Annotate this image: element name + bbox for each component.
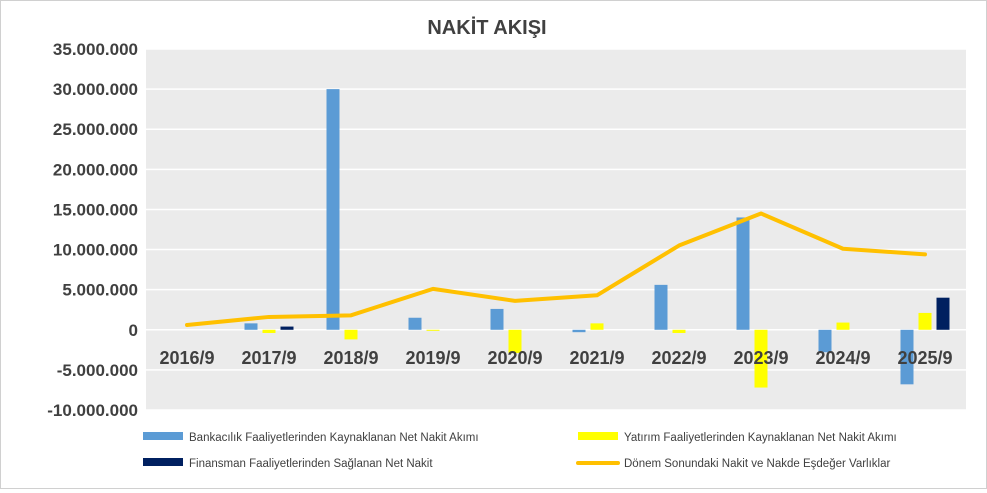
x-tick-label: 2025/9 (897, 348, 952, 368)
bar (508, 329, 522, 354)
legend: Bankacılık Faaliyetlerinden Kaynaklanan … (143, 432, 897, 470)
legend-swatch (578, 432, 618, 440)
bar (900, 329, 914, 385)
bar (818, 329, 832, 353)
bar (280, 326, 294, 330)
x-tick-label: 2016/9 (159, 348, 214, 368)
bar (408, 317, 422, 330)
x-tick-label: 2022/9 (651, 348, 706, 368)
legend-label: Dönem Sonundaki Nakit ve Nakde Eşdeğer V… (624, 458, 891, 470)
legend-label: Finansman Faaliyetlerinden Sağlanan Net … (189, 458, 433, 470)
bar (490, 308, 504, 330)
x-tick-label: 2018/9 (323, 348, 378, 368)
y-tick-label: 25.000.000 (53, 120, 138, 139)
legend-swatch (143, 458, 183, 466)
legend-swatch (143, 432, 183, 440)
chart-title: NAKİT AKIŞI (427, 16, 546, 39)
x-tick-label: 2024/9 (815, 348, 870, 368)
x-tick-label: 2021/9 (569, 348, 624, 368)
bar (344, 329, 358, 340)
bar (590, 323, 604, 330)
x-tick-label: 2023/9 (733, 348, 788, 368)
line-series (185, 211, 927, 327)
y-tick-label: 10.000.000 (53, 241, 138, 260)
x-tick-label: 2019/9 (405, 348, 460, 368)
bar (754, 329, 768, 388)
bar (426, 329, 440, 331)
x-tick-label: 2017/9 (241, 348, 296, 368)
y-tick-label: 20.000.000 (53, 160, 138, 179)
y-tick-label: 15.000.000 (53, 200, 138, 219)
bar (672, 329, 686, 333)
y-tick-label: 30.000.000 (53, 80, 138, 99)
bar (244, 323, 258, 330)
bar (736, 217, 750, 330)
x-axis-category-labels: 2016/9 2017/9 2018/9 2019/9 2020/9 2021/9 2022… (159, 348, 952, 368)
y-axis-tick-labels: 35.000.000 30.000.000 25.000.000 20.000.000… (47, 40, 138, 420)
bar (326, 89, 340, 330)
series-line (185, 211, 927, 327)
bar (836, 322, 850, 330)
y-tick-label: 0 (129, 321, 138, 340)
y-tick-label: -10.000.000 (47, 401, 138, 420)
x-tick-label: 2020/9 (487, 348, 542, 368)
y-tick-label: 35.000.000 (53, 40, 138, 59)
bar (572, 329, 586, 333)
legend-label: Yatırım Faaliyetlerinden Kaynaklanan Net… (624, 432, 897, 444)
bar (262, 329, 276, 333)
bar (918, 312, 932, 330)
bar (936, 297, 950, 330)
legend-label: Bankacılık Faaliyetlerinden Kaynaklanan … (189, 432, 479, 444)
bar-series (244, 89, 950, 388)
y-tick-label: 5.000.000 (62, 281, 138, 300)
y-tick-label: -5.000.000 (57, 361, 138, 380)
bar (654, 284, 668, 330)
